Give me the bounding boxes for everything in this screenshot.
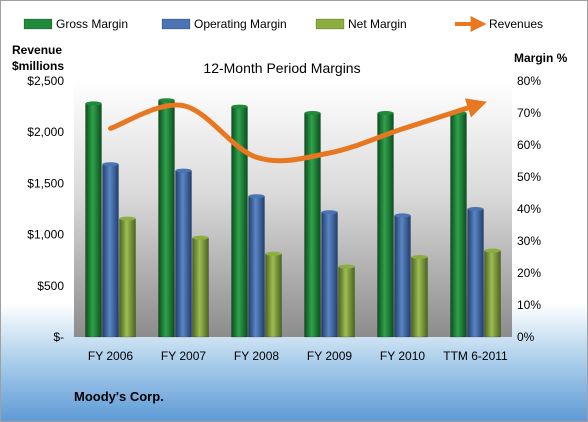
gross-margin-legend-swatch <box>23 18 53 30</box>
operating-margin-bar <box>467 208 484 338</box>
net-margin-bar <box>338 266 355 338</box>
left-tick-label: $2,500 <box>27 74 64 88</box>
right-axis-title: Margin % <box>514 51 568 65</box>
net-margin-bar-cap <box>192 235 209 240</box>
net-margin-legend-label: Net Margin <box>348 17 407 31</box>
legend: Gross Margin Operating Margin Net Margin Re… <box>23 16 543 32</box>
gross-margin-bar <box>450 112 467 338</box>
operating-margin-bar-cap <box>467 207 484 211</box>
company-name: Moody's Corp. <box>74 389 164 404</box>
net-margin-legend-swatch <box>315 18 345 30</box>
operating-margin-bar-cap <box>248 194 265 199</box>
gross-margin-bar-cap <box>85 101 102 106</box>
x-tick-label: FY 2006 <box>88 349 133 363</box>
left-tick-label: $- <box>53 330 64 344</box>
operating-margin-bar-cap <box>175 168 192 173</box>
gross-margin-bar <box>85 103 102 338</box>
right-tick-label: 60% <box>517 138 541 152</box>
x-tick-label: FY 2010 <box>380 349 425 363</box>
revenue-line <box>108 98 487 164</box>
operating-margin-legend-swatch <box>161 18 191 30</box>
operating-margin-bar-cap <box>102 162 119 167</box>
right-tick-label: 40% <box>517 202 541 216</box>
net-margin-bar <box>119 218 136 338</box>
right-tick-label: 20% <box>517 266 541 280</box>
gross-margin-bar <box>158 99 175 338</box>
operating-margin-bar <box>394 215 411 338</box>
right-tick-label: 30% <box>517 234 541 248</box>
net-margin-bar <box>484 250 501 338</box>
net-margin-bar-cap <box>265 251 282 256</box>
operating-margin-bar-cap <box>321 210 338 215</box>
net-margin-bar <box>411 256 428 338</box>
gross-margin-legend-label: Gross Margin <box>56 17 128 31</box>
operating-margin-legend-label: Operating Margin <box>194 17 287 31</box>
right-tick-label: 50% <box>517 170 541 184</box>
net-margin-bar-cap <box>411 255 428 259</box>
left-axis-title-line1: Revenue <box>12 43 62 57</box>
net-margin-bar <box>265 253 282 338</box>
right-tick-label: 10% <box>517 298 541 312</box>
x-axis-labels: FY 2006 FY 2007 FY 2008 FY 2009 FY 2010 TTM 6… <box>88 349 508 363</box>
left-tick-label: $2,000 <box>27 125 64 139</box>
operating-margin-bar <box>175 170 192 338</box>
left-axis-ticks: $- $500 $1,000 $1,500 $2,000 $2,500 <box>27 74 64 344</box>
left-axis-title-line2: $millions <box>12 59 64 73</box>
operating-margin-bar <box>102 163 119 338</box>
net-margin-bar-cap <box>119 216 136 221</box>
chart-title: 12-Month Period Margins <box>203 60 360 76</box>
right-tick-label: 70% <box>517 106 541 120</box>
revenues-line <box>108 98 487 164</box>
x-tick-label: FY 2007 <box>161 349 206 363</box>
left-tick-label: $500 <box>37 279 64 293</box>
gross-margin-bar-cap <box>377 111 394 115</box>
gross-margin-bar-cap <box>304 111 321 115</box>
right-axis-ticks: 0% 10% 20% 30% 40% 50% 60% 70% 80% <box>517 74 541 344</box>
operating-margin-bar <box>248 195 265 338</box>
operating-margin-bar-cap <box>394 213 411 218</box>
gross-margin-bar-cap <box>231 104 248 109</box>
left-tick-label: $1,500 <box>27 176 64 190</box>
net-margin-bar-cap <box>338 264 355 269</box>
left-tick-label: $1,000 <box>27 228 64 242</box>
bars <box>85 98 501 338</box>
x-tick-label: TTM 6-2011 <box>443 349 508 363</box>
revenues-legend-label: Revenues <box>489 17 543 31</box>
right-tick-label: 0% <box>517 330 535 344</box>
net-margin-bar-cap <box>484 248 501 253</box>
net-margin-bar <box>192 237 209 338</box>
x-tick-label: FY 2008 <box>234 349 279 363</box>
x-tick-label: FY 2009 <box>307 349 352 363</box>
right-tick-label: 80% <box>517 74 541 88</box>
gross-margin-bar <box>377 112 394 338</box>
gross-margin-bar <box>304 112 321 338</box>
operating-margin-bar <box>321 211 338 338</box>
plot-area <box>74 81 512 337</box>
gross-margin-bar-cap <box>158 98 175 103</box>
